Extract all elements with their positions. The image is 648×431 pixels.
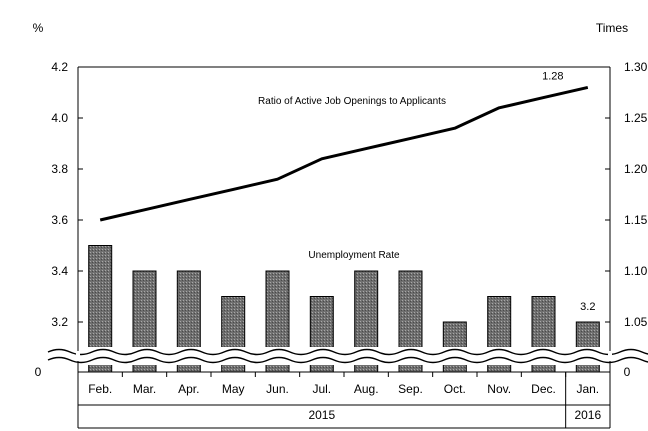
x-tick-label: Apr. xyxy=(178,382,199,396)
axis-break-wave-lower xyxy=(47,356,648,364)
right-tick-label: 1.25 xyxy=(624,111,648,125)
left-tick-label: 3.8 xyxy=(51,162,68,176)
x-tick-label: Aug. xyxy=(354,382,379,396)
x-tick-label: Dec. xyxy=(531,382,556,396)
left-axis-break-gap xyxy=(76,351,80,361)
right-axis-break-gap xyxy=(608,351,612,361)
x-tick-label: May xyxy=(222,382,245,396)
right-tick-label: 1.30 xyxy=(624,60,648,74)
axis-break-band xyxy=(48,347,640,365)
left-axis-unit: % xyxy=(33,21,44,35)
right-axis-unit: Times xyxy=(596,21,628,35)
axis-break xyxy=(47,347,648,365)
x-tick-label: Jan. xyxy=(576,382,599,396)
axis-ticks xyxy=(78,66,610,377)
chart-labels: 4.2 4.0 3.8 3.6 3.4 3.2 0% 1.30 1.25 1.20 1.15 1.10… xyxy=(33,21,648,422)
data-label: 3.2 xyxy=(580,301,595,313)
left-tick-label: 4.2 xyxy=(51,60,68,74)
left-tick-label: 3.2 xyxy=(51,315,68,329)
year-label: 2016 xyxy=(574,408,601,422)
right-tick-label: 1.15 xyxy=(624,213,648,227)
x-tick-label: Nov. xyxy=(487,382,511,396)
line-series-label: Ratio of Active Job Openings to Applican… xyxy=(258,96,446,107)
right-tick-label: 1.10 xyxy=(624,264,648,278)
x-tick-label: Mar. xyxy=(133,382,156,396)
axis-break-wave-upper xyxy=(47,348,648,356)
left-tick-label: 3.4 xyxy=(51,264,68,278)
right-tick-label: 1.05 xyxy=(624,315,648,329)
data-label: 1.28 xyxy=(542,70,563,82)
bar-series-label: Unemployment Rate xyxy=(308,250,400,261)
x-tick-label: Feb. xyxy=(88,382,112,396)
year-label: 2015 xyxy=(308,408,335,422)
x-tick-label: Sep. xyxy=(398,382,423,396)
x-tick-label: Jun. xyxy=(266,382,289,396)
right-tick-label: 1.20 xyxy=(624,162,648,176)
x-tick-label: Jul. xyxy=(312,382,331,396)
left-zero-label: 0 xyxy=(35,365,42,379)
x-tick-label: Oct. xyxy=(444,382,466,396)
right-zero-label: 0 xyxy=(624,365,631,379)
line-job-openings-ratio xyxy=(99,85,589,222)
line-series-job-openings-ratio xyxy=(99,85,589,222)
left-tick-label: 3.6 xyxy=(51,213,68,227)
left-tick-label: 4.0 xyxy=(51,111,68,125)
